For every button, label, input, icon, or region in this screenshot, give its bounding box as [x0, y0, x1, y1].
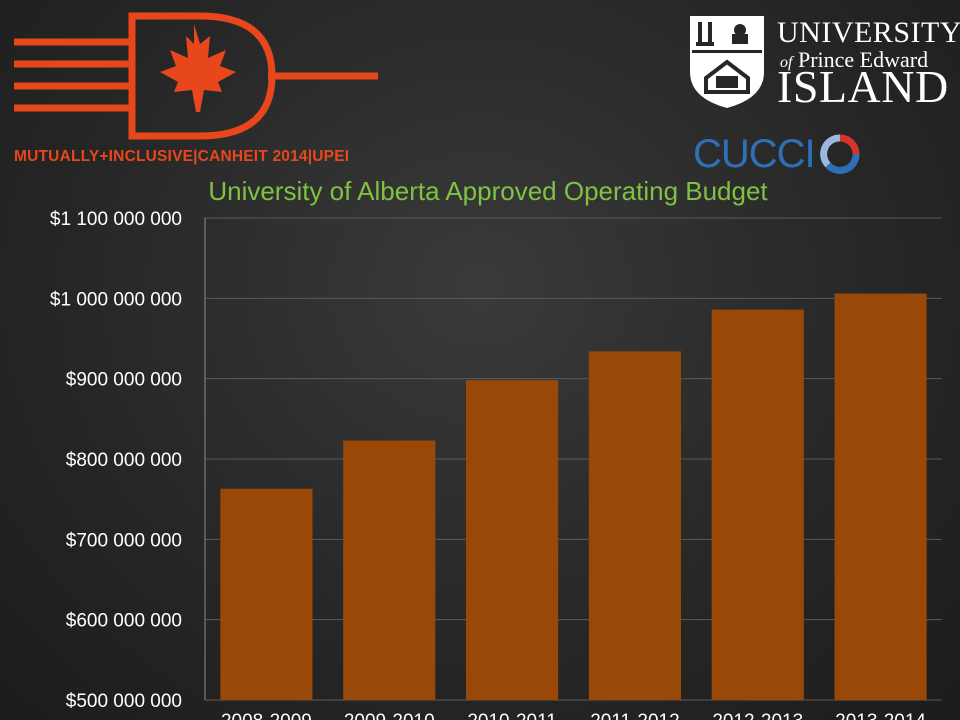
x-category-label: 2011-2012	[590, 711, 679, 720]
gridlines	[205, 217, 942, 701]
bar	[220, 488, 313, 700]
upei-shield-icon	[690, 16, 764, 108]
x-category-label: 2008-2009	[221, 711, 312, 720]
y-tick-label: $1 100 000 000	[50, 209, 182, 230]
y-tick-label: $800 000 000	[66, 450, 182, 471]
cuccio-wordmark: CUCCI	[693, 132, 816, 176]
upei-of: of	[780, 54, 793, 71]
y-tick-label: $900 000 000	[66, 370, 182, 391]
x-category-label: 2009-2010	[344, 711, 435, 720]
upei-prince-edward: Prince Edward	[797, 47, 929, 72]
bar	[588, 351, 681, 700]
chart-title: University of Alberta Approved Operating…	[208, 176, 768, 206]
cuccio-logo: CUCCI	[690, 130, 870, 178]
upei-wordmark-line3: ISLAND	[777, 61, 949, 112]
x-category-label: 2012-2013	[712, 711, 803, 720]
upei-wordmark-line2: of Prince Edward	[780, 47, 928, 73]
bar	[343, 440, 436, 700]
y-tick-label: $1 000 000 000	[50, 289, 182, 310]
cuccio-ring-icon	[820, 134, 860, 174]
bar	[834, 293, 927, 700]
bar	[711, 309, 804, 700]
y-tick-labels: $500 000 000 $600 000 000 $700 000 000 $800…	[50, 209, 182, 712]
canheit-tagline: MUTUALLY+INCLUSIVE|CANHEIT 2014|UPEI	[14, 148, 350, 165]
x-category-labels: 2008-2009 2009-2010 2010-2011 2011-2012 2012…	[221, 711, 926, 720]
upei-wordmark-line1: UNIVERSITY	[777, 16, 960, 49]
canheit-logo-graphic	[14, 12, 378, 140]
x-category-label: 2010-2011	[467, 711, 556, 720]
x-category-label: 2013-2014	[835, 711, 926, 720]
upei-logo: UNIVERSITY of Prince Edward ISLAND	[688, 12, 960, 112]
maple-leaf-icon	[160, 24, 236, 112]
y-tick-label: $600 000 000	[66, 611, 182, 632]
y-tick-label: $500 000 000	[66, 691, 182, 712]
bar	[466, 380, 559, 700]
y-tick-label: $700 000 000	[66, 530, 182, 551]
bars	[220, 293, 927, 700]
